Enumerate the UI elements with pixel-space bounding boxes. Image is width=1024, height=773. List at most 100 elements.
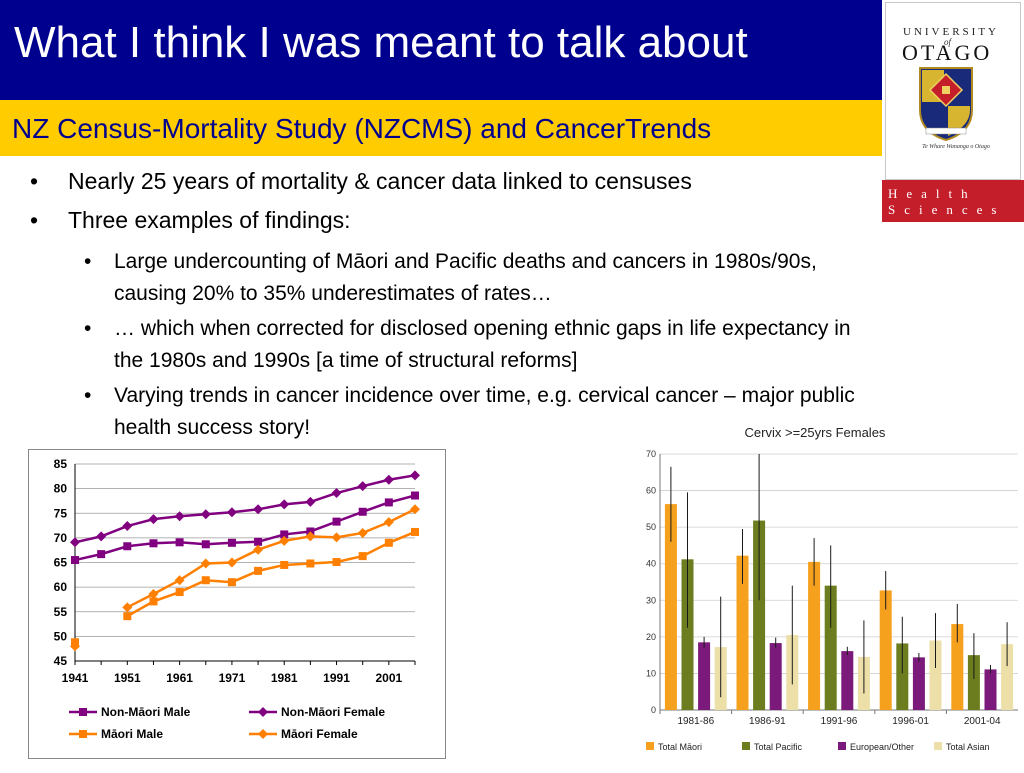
- data-point: [174, 511, 185, 522]
- y-tick-label: 0: [651, 705, 656, 715]
- logo-otago-text: OTAGO: [902, 40, 993, 65]
- data-point: [148, 514, 159, 525]
- data-point: [122, 521, 133, 532]
- data-point: [122, 602, 133, 613]
- bar: [951, 624, 964, 710]
- data-point: [280, 560, 289, 569]
- legend-label: Total Asian: [946, 742, 990, 752]
- bar: [896, 643, 909, 710]
- data-point: [331, 532, 342, 543]
- data-point: [149, 539, 158, 548]
- bar: [753, 520, 766, 710]
- legend-marker: [258, 707, 268, 717]
- data-point: [357, 481, 368, 492]
- data-point: [358, 552, 367, 561]
- y-tick-label: 60: [646, 486, 656, 496]
- data-point: [71, 556, 79, 565]
- logo-frame: [885, 2, 1021, 180]
- bullet-text: Nearly 25 years of mortality & cancer da…: [68, 168, 692, 194]
- x-tick-label: 1991-96: [821, 716, 858, 727]
- y-tick-label: 30: [646, 595, 656, 605]
- y-tick-label: 70: [54, 531, 68, 545]
- x-tick-label: 2001: [375, 671, 402, 685]
- y-tick-label: 50: [646, 522, 656, 532]
- bar: [841, 651, 854, 710]
- data-point: [200, 558, 211, 569]
- data-point: [411, 491, 419, 500]
- bar: [929, 640, 942, 710]
- data-point: [123, 612, 132, 621]
- legend-label: Total Pacific: [754, 742, 803, 752]
- data-point: [331, 488, 342, 499]
- bar: [664, 504, 677, 710]
- data-point: [410, 504, 420, 515]
- slide-title: What I think I was meant to talk about: [14, 18, 748, 67]
- title-bar: [0, 0, 882, 100]
- y-tick-label: 60: [54, 580, 68, 594]
- otago-crest-icon: [919, 67, 973, 142]
- health-text: Health: [888, 186, 977, 201]
- x-tick-label: 1971: [219, 671, 246, 685]
- bar: [824, 585, 837, 710]
- data-point: [384, 538, 393, 547]
- health-sciences-banner: [882, 180, 1024, 222]
- data-point: [97, 550, 106, 559]
- bullet-glyph: •: [30, 168, 39, 194]
- data-point: [226, 557, 237, 568]
- sub-bullet-glyph: •: [84, 250, 92, 273]
- data-point: [332, 517, 341, 526]
- data-point: [306, 559, 315, 568]
- slide-subtitle: NZ Census-Mortality Study (NZCMS) and Ca…: [12, 113, 712, 144]
- data-point: [175, 538, 184, 547]
- y-tick-label: 80: [54, 482, 68, 496]
- data-point: [227, 578, 236, 587]
- bar: [984, 669, 997, 710]
- sub-bullet-text: Varying trends in cancer incidence over …: [114, 384, 855, 439]
- logo-university-text: UNIVERSITY: [903, 26, 999, 38]
- data-point: [70, 641, 80, 652]
- bullet-text: Three examples of findings:: [68, 207, 351, 233]
- data-point: [384, 498, 393, 507]
- data-point: [279, 499, 290, 510]
- data-point: [383, 474, 394, 485]
- data-point: [280, 530, 289, 539]
- series-line: [74, 474, 416, 544]
- bar: [808, 561, 821, 710]
- data-point: [279, 535, 290, 546]
- y-tick-label: 10: [646, 668, 656, 678]
- data-point: [174, 575, 185, 586]
- x-tick-label: 1981: [271, 671, 298, 685]
- sub-bullet-glyph: •: [84, 317, 92, 340]
- data-point: [254, 537, 263, 546]
- legend-swatch: [646, 742, 654, 750]
- bar: [736, 555, 749, 710]
- data-point: [305, 496, 316, 507]
- series-line: [74, 494, 416, 562]
- series-line: [126, 508, 416, 609]
- x-tick-label: 2001-04: [964, 716, 1001, 727]
- x-tick-label: 1951: [114, 671, 141, 685]
- bar: [879, 590, 892, 710]
- data-point: [411, 527, 419, 536]
- data-point: [305, 531, 316, 542]
- legend-label: Non-Māori Female: [281, 705, 385, 719]
- life-expectancy-chart: 45 50 55 60 65 70 75 80 85 1941 1951 1961 1971 1981 19…: [28, 449, 446, 759]
- data-point: [148, 589, 159, 600]
- x-tick-label: 1996-01: [892, 716, 929, 727]
- data-point: [253, 504, 264, 515]
- data-point: [96, 531, 107, 542]
- data-point: [410, 470, 420, 481]
- data-point: [149, 597, 158, 606]
- sciences-text: Sciences: [888, 202, 1006, 217]
- data-point: [201, 540, 210, 549]
- bar: [681, 559, 694, 710]
- sub-bullet-item: • … which when corrected for disclosed o…: [84, 313, 864, 377]
- chart-title: Cervix >=25yrs Females: [745, 425, 886, 440]
- bar: [1001, 644, 1014, 710]
- sub-bullet-item: • Varying trends in cancer incidence ove…: [84, 380, 874, 444]
- legend-label: Total Māori: [658, 742, 702, 752]
- bullet-glyph: •: [30, 207, 39, 233]
- data-point: [175, 588, 184, 597]
- life-expectancy-chart-svg: 45 50 55 60 65 70 75 80 85 1941 1951 1961 1971 1981 19…: [54, 457, 420, 741]
- legend-label: Māori Male: [101, 727, 163, 741]
